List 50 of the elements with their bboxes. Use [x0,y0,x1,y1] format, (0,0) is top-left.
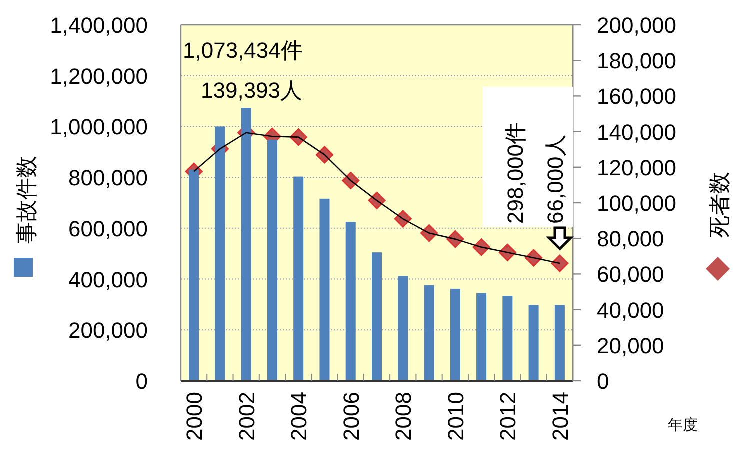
x-tick-label: 2006 [338,392,364,441]
bar [215,126,226,381]
y-axis-title: 事故件数 [14,156,39,244]
bar [554,305,565,381]
y-tick-label: 1,000,000 [50,114,148,140]
bar [320,198,330,381]
bar [424,285,434,381]
y-tick-label: 600,000 [68,216,148,242]
y-tick-label: 0 [136,369,148,394]
y2-tick-label: 120,000 [597,155,677,180]
x-tick-label: 2014 [548,392,573,441]
x-tick-label: 2012 [496,392,521,441]
x-tick-label: 2004 [286,392,312,441]
annotation: 1,073,434件 [183,38,303,63]
annotation: 298,000件 [503,122,528,224]
x-tick-label: 2008 [391,392,416,441]
bar [241,108,252,381]
x-tick-label: 2000 [182,392,208,441]
bar [398,276,408,381]
y2-tick-label: 100,000 [597,191,677,216]
y-tick-label: 1,200,000 [50,64,148,89]
bar [450,288,460,381]
x-tick-label: 2002 [234,392,260,441]
y-tick-label: 1,400,000 [50,13,148,38]
y-tick-label: 200,000 [68,318,148,344]
point [551,254,569,272]
y2-tick-label: 40,000 [597,298,664,323]
bar [189,170,200,381]
y2-tick-label: 200,000 [597,13,677,38]
annotation: 139,393人 [201,78,303,103]
bar [502,296,513,381]
y-tick-label: 400,000 [68,267,148,292]
y2-tick-label: 160,000 [597,84,677,110]
y-tick-label: 800,000 [68,166,148,191]
y2-tick-label: 180,000 [597,48,677,74]
y2-axis-title: 死者数 [707,172,732,238]
bar [476,293,487,381]
y2-tick-label: 80,000 [597,226,664,252]
y2-tick-label: 20,000 [597,333,664,358]
bar [372,252,382,381]
y2-tick-label: 0 [597,369,610,394]
bar [528,305,539,381]
annotation: 66,000人 [543,134,568,224]
bar [267,140,278,381]
bar [346,222,356,381]
y2-tick-label: 60,000 [597,262,664,288]
bar [294,176,304,381]
x-axis-title: 年度 [668,417,698,434]
x-tick-label: 2010 [443,392,468,441]
y2-tick-label: 140,000 [597,120,677,145]
